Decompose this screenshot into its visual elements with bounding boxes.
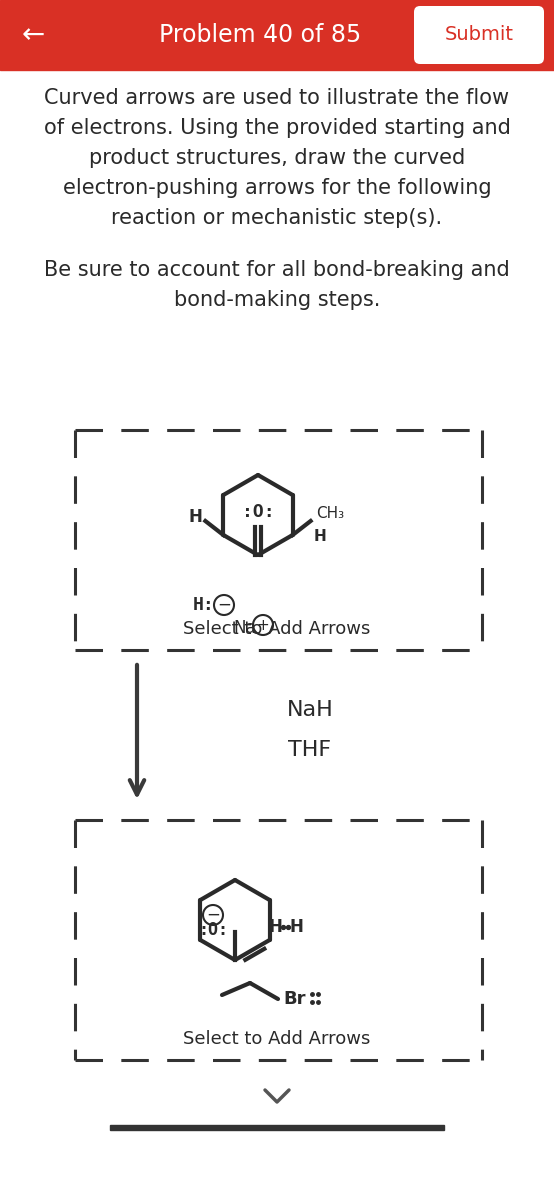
Text: −: − xyxy=(217,596,231,614)
Text: of electrons. Using the provided starting and: of electrons. Using the provided startin… xyxy=(44,118,510,138)
Text: ←: ← xyxy=(22,20,45,49)
Text: H: H xyxy=(188,508,202,526)
Text: electron-pushing arrows for the following: electron-pushing arrows for the followin… xyxy=(63,178,491,198)
Text: reaction or mechanistic step(s).: reaction or mechanistic step(s). xyxy=(111,208,443,228)
Text: THF: THF xyxy=(289,740,331,760)
Text: Br: Br xyxy=(283,990,305,1008)
Text: :O:: :O: xyxy=(198,922,228,938)
Text: H: H xyxy=(314,529,326,544)
Text: H: H xyxy=(268,918,282,936)
Text: :O:: :O: xyxy=(242,503,274,521)
Text: H: H xyxy=(289,918,303,936)
Text: CH₃: CH₃ xyxy=(316,505,344,521)
Text: product structures, draw the curved: product structures, draw the curved xyxy=(89,148,465,168)
FancyBboxPatch shape xyxy=(414,6,544,64)
Text: Problem 40 of 85: Problem 40 of 85 xyxy=(159,23,361,47)
Text: Be sure to account for all bond-breaking and: Be sure to account for all bond-breaking… xyxy=(44,260,510,280)
Text: Curved arrows are used to illustrate the flow: Curved arrows are used to illustrate the… xyxy=(44,88,510,108)
Bar xyxy=(0,0,554,70)
Text: NaH: NaH xyxy=(286,700,334,720)
Text: Select to Add Arrows: Select to Add Arrows xyxy=(183,620,371,638)
Text: −: − xyxy=(206,906,220,924)
Text: Na: Na xyxy=(233,619,255,637)
Text: Submit: Submit xyxy=(444,25,514,44)
Text: Select to Add Arrows: Select to Add Arrows xyxy=(183,1030,371,1048)
Text: +: + xyxy=(257,618,269,632)
Bar xyxy=(110,1126,444,1130)
Text: H:: H: xyxy=(193,596,215,614)
Text: bond-making steps.: bond-making steps. xyxy=(174,290,380,310)
